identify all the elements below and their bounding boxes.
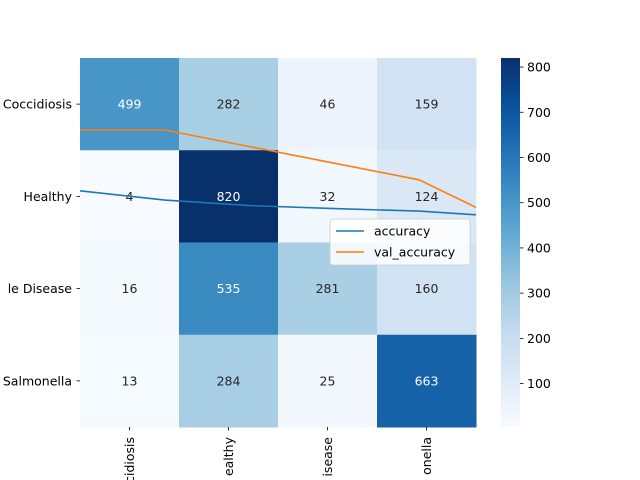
row-tick-label: Coccidiosis [3,97,72,112]
legend-label: val_accuracy [374,245,456,260]
row-tick-label: Salmonella [3,373,72,388]
colorbar-tick-label: 200 [527,331,551,346]
row-tick-label: le Disease [8,281,73,296]
colorbar-tick-label: 400 [527,240,551,255]
heatmap-cell [278,58,378,151]
row-tick-label: Healthy [24,189,73,204]
series-line-accuracy [79,190,477,216]
colorbar-bar [501,58,520,427]
heatmap-cell-value: 124 [415,189,439,204]
colorbar-tick-label: 500 [527,195,551,210]
heatmap-cell [377,334,477,428]
heatmap-cell-value: 535 [217,281,241,296]
colorbar-tick-label: 300 [527,286,551,301]
heatmap-cell [179,334,279,428]
heatmap-cell [80,58,180,151]
heatmap-cell-value: 160 [415,281,439,296]
heatmap-cell [80,334,180,428]
legend-box [329,218,471,266]
heatmap-cell [179,150,279,243]
heatmap-cell-value: 25 [320,373,336,388]
legend: accuracy val_accuracy [329,218,471,266]
col-tick-label: cidiosis [122,437,137,480]
colorbar-tick-label: 600 [527,150,551,165]
colorbar-tick-label: 800 [527,60,551,75]
heatmap-cell-value: 282 [217,97,241,112]
heatmap-cell-value: 159 [415,97,439,112]
colorbar-tick-label: 700 [527,105,551,120]
heatmap-cell-value: 499 [118,97,142,112]
col-tick-label: isease [320,437,335,477]
heatmap-cell-value: 16 [122,281,138,296]
heatmap-cell [278,334,378,428]
colorbar-tick-label: 100 [527,376,551,391]
heatmap-cell [80,242,180,336]
heatmap-cell-value: 284 [217,373,241,388]
heatmap-cell [179,242,279,336]
series-line-val-accuracy [80,129,477,209]
colorbar: 100 200 300 400 500 600 700 800 [501,58,551,427]
heatmap-cell-value: 820 [217,189,241,204]
heatmap-row-ticks: Coccidiosis Healthy le Disease Salmonella [3,97,80,388]
heatmap-cell-value: 281 [316,281,340,296]
heatmap-col-ticks: cidiosis ealthy isease onella [122,427,434,480]
col-tick-label: ealthy [221,436,236,476]
legend-label: accuracy [374,224,431,239]
training-lines [79,129,477,216]
heatmap-cell-value: 46 [320,97,336,112]
heatmap-cell-value: 13 [122,373,138,388]
col-tick-label: onella [419,437,434,475]
heatmap-cell [377,58,477,151]
heatmap-cell-value: 32 [320,189,336,204]
heatmap-cell-value: 663 [415,373,439,388]
